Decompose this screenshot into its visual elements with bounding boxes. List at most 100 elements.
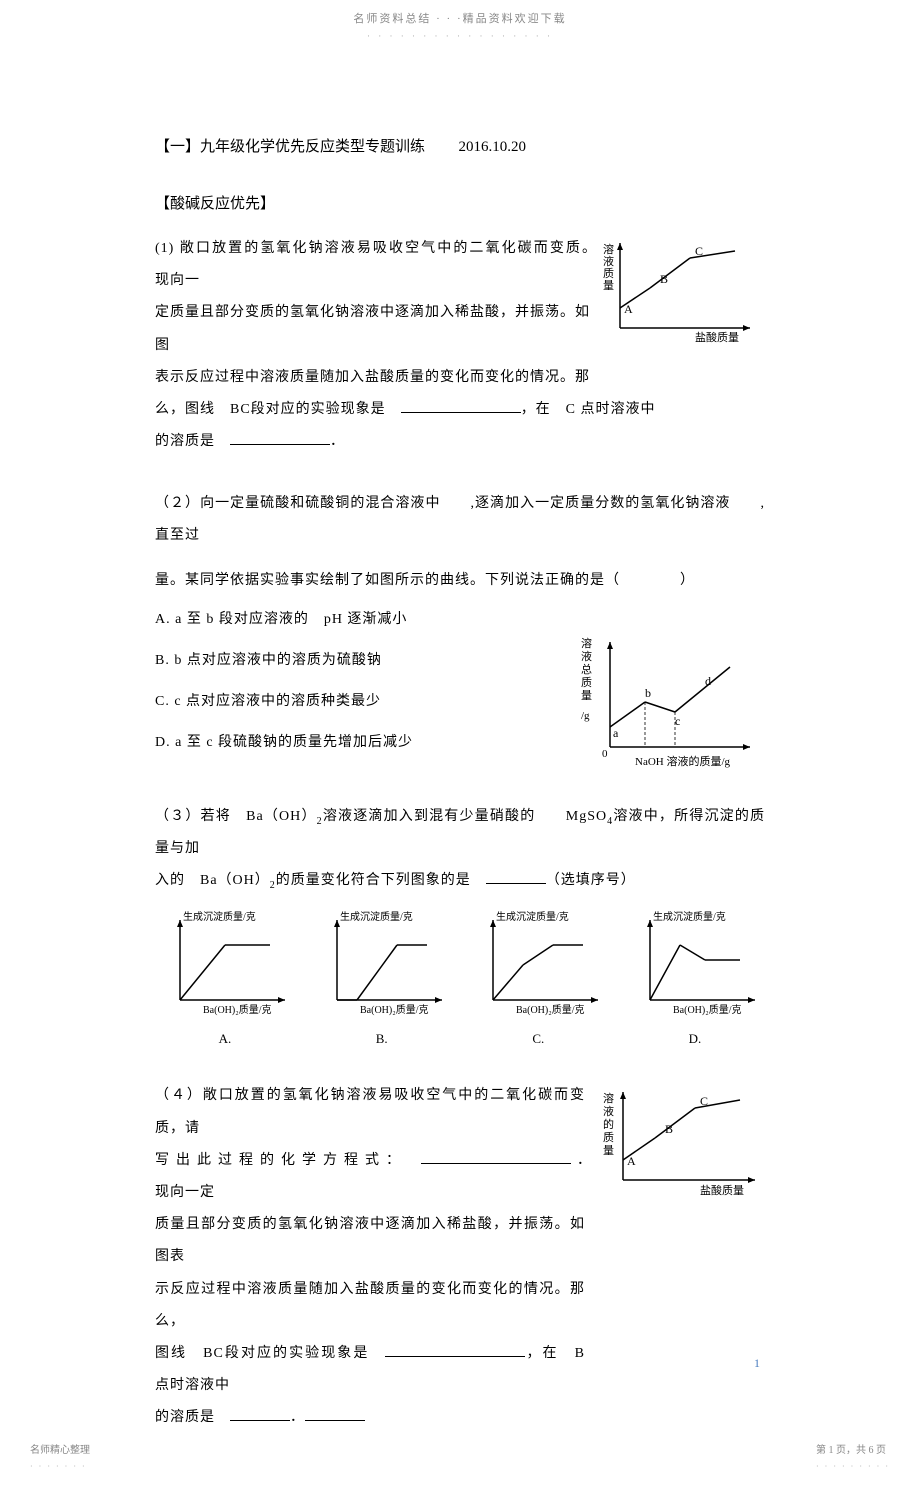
- q1-d-pre: 么，图线 BC段对应的实验现象是: [155, 402, 401, 417]
- svg-text:溶: 溶: [581, 636, 592, 650]
- q2-option-c: C. c 点对应溶液中的溶质种类最少: [155, 689, 565, 714]
- q4-line-c: 质量且部分变质的氢氧化钠溶液中逐滴加入稀盐酸，并振荡。如图表: [155, 1209, 585, 1273]
- svg-text:/g: /g: [581, 710, 590, 722]
- q3-fig-a: 生成沉淀质量/克 Ba(OH)₂质量/克 A.: [155, 910, 295, 1051]
- svg-text:Ba(OH)₂质量/克: Ba(OH)₂质量/克: [516, 1004, 584, 1016]
- q4-e-pre: 图线 BC段对应的实验现象是: [155, 1346, 385, 1361]
- blank: [401, 399, 521, 413]
- footer-left-text: 名师精心整理: [30, 1442, 90, 1460]
- svg-text:量: 量: [603, 279, 614, 292]
- q4-line-e: 图线 BC段对应的实验现象是 ，在 B 点时溶液中: [155, 1338, 585, 1402]
- svg-text:量: 量: [581, 689, 592, 702]
- q3-b-pre: 入的 Ba（OH）: [155, 873, 270, 888]
- q2-figure: a b c d 0 溶 液 总 质 量 /g NaOH 溶液的质量/g: [565, 597, 765, 786]
- q3-figures-row: 生成沉淀质量/克 Ba(OH)₂质量/克 A. 生成沉淀质量/克 Ba(OH)₂…: [155, 910, 765, 1051]
- svg-text:液: 液: [581, 649, 592, 663]
- blank: [230, 431, 330, 445]
- q4-line-b: 写出此过程的化学方程式： ． 现向一定: [155, 1145, 585, 1209]
- svg-text:d: d: [705, 674, 711, 688]
- q2-option-a: A. a 至 b 段对应溶液的 pH 逐渐减小: [155, 607, 565, 632]
- footer-left-dots: · · · · · · ·: [30, 1460, 90, 1474]
- q3-a-pre: （３）若将 Ba（OH）: [155, 809, 317, 824]
- q3-line-b: 入的 Ba（OH）2的质量变化符合下列图象的是 （选填序号）: [155, 865, 765, 897]
- title-main: 【一】九年级化学优先反应类型专题训练: [155, 139, 425, 155]
- q4-b-pre: 写出此过程的化学方程式：: [155, 1153, 421, 1168]
- blank: [486, 870, 546, 884]
- svg-text:Ba(OH)₂质量/克: Ba(OH)₂质量/克: [203, 1004, 271, 1016]
- footer-right: 第 1 页，共 6 页 · · · · · · · · ·: [816, 1442, 890, 1474]
- q2-option-d: D. a 至 c 段硫酸钠的质量先增加后减少: [155, 730, 565, 755]
- document-body: 【一】九年级化学优先反应类型专题训练 2016.10.20 【酸碱反应优先】 A…: [0, 44, 920, 1494]
- svg-text:液: 液: [603, 254, 614, 268]
- svg-text:B: B: [660, 272, 668, 286]
- svg-text:质: 质: [603, 267, 614, 280]
- q1-line-d: 么，图线 BC段对应的实验现象是 ，在 C 点时溶液中: [155, 394, 765, 426]
- svg-text:B: B: [665, 1122, 673, 1136]
- q2-line-a: （２）向一定量硫酸和硫酸铜的混合溶液中 ,逐滴加入一定质量分数的氢氧化钠溶液 ,…: [155, 488, 765, 552]
- svg-text:0: 0: [602, 748, 608, 760]
- svg-text:盐酸质量: 盐酸质量: [700, 1183, 744, 1197]
- q4-f-pre: 的溶质是: [155, 1410, 230, 1425]
- svg-text:质: 质: [603, 1131, 614, 1144]
- q4-line-f: 的溶质是 ．: [155, 1402, 585, 1434]
- q1-line-e: 的溶质是 ．: [155, 426, 765, 458]
- svg-text:A: A: [627, 1154, 636, 1168]
- q3-label-d: D.: [625, 1027, 765, 1050]
- svg-text:b: b: [645, 686, 651, 700]
- blank: [385, 1343, 525, 1357]
- q2-line-b: 量。某同学依据实验事实绘制了如图所示的曲线。下列说法正确的是（ ）: [155, 565, 765, 597]
- footer-right-dots: · · · · · · · · ·: [816, 1460, 890, 1474]
- header-dots: · · · · · · · · · · · · · · · · ·: [0, 28, 920, 44]
- svg-text:C: C: [695, 244, 703, 258]
- svg-text:a: a: [613, 726, 619, 740]
- title-date: 2016.10.20: [459, 139, 527, 155]
- q1-line-c: 表示反应过程中溶液质量随加入盐酸质量的变化而变化的情况。那: [155, 362, 765, 394]
- q4-f-post: ．: [290, 1410, 305, 1425]
- svg-text:生成沉淀质量/克: 生成沉淀质量/克: [183, 910, 256, 923]
- q3-label-a: A.: [155, 1027, 295, 1050]
- q1-e-pre: 的溶质是: [155, 434, 230, 449]
- q3-b-post: （选填序号）: [546, 873, 636, 888]
- q4-line-a: （４）敞口放置的氢氧化钠溶液易吸收空气中的二氧化碳而变质，请: [155, 1080, 585, 1144]
- q1-e-post: ．: [330, 434, 345, 449]
- question-1: A B C 溶 液 质 量 盐酸质量 (1) 敞口放置的氢氧化钠溶液易吸收空气中…: [155, 233, 765, 458]
- section-heading: 【酸碱反应优先】: [155, 191, 765, 218]
- svg-text:的: 的: [603, 1117, 614, 1131]
- footer-left: 名师精心整理 · · · · · · ·: [30, 1442, 90, 1474]
- footer-right-text: 第 1 页，共 6 页: [816, 1442, 890, 1460]
- svg-text:NaOH 溶液的质量/g: NaOH 溶液的质量/g: [635, 754, 731, 768]
- svg-text:生成沉淀质量/克: 生成沉淀质量/克: [653, 910, 726, 923]
- q3-b-mid: 的质量变化符合下列图象的是: [276, 873, 486, 888]
- question-4: （４）敞口放置的氢氧化钠溶液易吸收空气中的二氧化碳而变质，请 写出此过程的化学方…: [155, 1080, 765, 1434]
- svg-text:A: A: [624, 302, 633, 316]
- svg-text:盐酸质量: 盐酸质量: [695, 330, 739, 343]
- q3-line-a: （３）若将 Ba（OH）2溶液逐滴加入到混有少量硝酸的 MgSO4溶液中，所得沉…: [155, 801, 765, 865]
- svg-text:Ba(OH)₂质量/克: Ba(OH)₂质量/克: [673, 1004, 741, 1016]
- svg-text:生成沉淀质量/克: 生成沉淀质量/克: [496, 910, 569, 923]
- question-3: （３）若将 Ba（OH）2溶液逐滴加入到混有少量硝酸的 MgSO4溶液中，所得沉…: [155, 801, 765, 1050]
- svg-text:总: 总: [581, 662, 592, 676]
- svg-text:质: 质: [581, 676, 592, 689]
- title-row: 【一】九年级化学优先反应类型专题训练 2016.10.20: [155, 134, 765, 161]
- q4-figure: A B C 溶 液 的 质 量 盐酸质量: [585, 1080, 765, 1434]
- svg-text:生成沉淀质量/克: 生成沉淀质量/克: [340, 910, 413, 923]
- q3-label-b: B.: [312, 1027, 452, 1050]
- q3-a-mid: 溶液逐滴加入到混有少量硝酸的 MgSO: [323, 809, 608, 824]
- q2-option-b: B. b 点对应溶液中的溶质为硫酸钠: [155, 648, 565, 673]
- q3-fig-c: 生成沉淀质量/克 Ba(OH)₂质量/克 C.: [468, 910, 608, 1051]
- q1-d-post: ，在 C 点时溶液中: [521, 402, 656, 417]
- q3-label-c: C.: [468, 1027, 608, 1050]
- blank: [230, 1407, 290, 1421]
- q4-line-d: 示反应过程中溶液质量随加入盐酸质量的变化而变化的情况。那么，: [155, 1274, 585, 1338]
- blank: [421, 1150, 571, 1164]
- q1-figure: A B C 溶 液 质 量 盐酸质量: [600, 233, 765, 352]
- page-number: 1: [754, 1353, 760, 1375]
- svg-text:Ba(OH)₂质量/克: Ba(OH)₂质量/克: [360, 1004, 428, 1016]
- q3-fig-b: 生成沉淀质量/克 Ba(OH)₂质量/克 B.: [312, 910, 452, 1051]
- svg-text:c: c: [675, 714, 680, 728]
- svg-text:溶: 溶: [603, 1091, 614, 1105]
- question-2: （２）向一定量硫酸和硫酸铜的混合溶液中 ,逐滴加入一定质量分数的氢氧化钠溶液 ,…: [155, 488, 765, 786]
- svg-text:C: C: [700, 1094, 708, 1108]
- header-note: 名师资料总结 · · ·精品资料欢迎下载: [0, 0, 920, 30]
- q3-fig-d: 生成沉淀质量/克 Ba(OH)₂质量/克 D.: [625, 910, 765, 1051]
